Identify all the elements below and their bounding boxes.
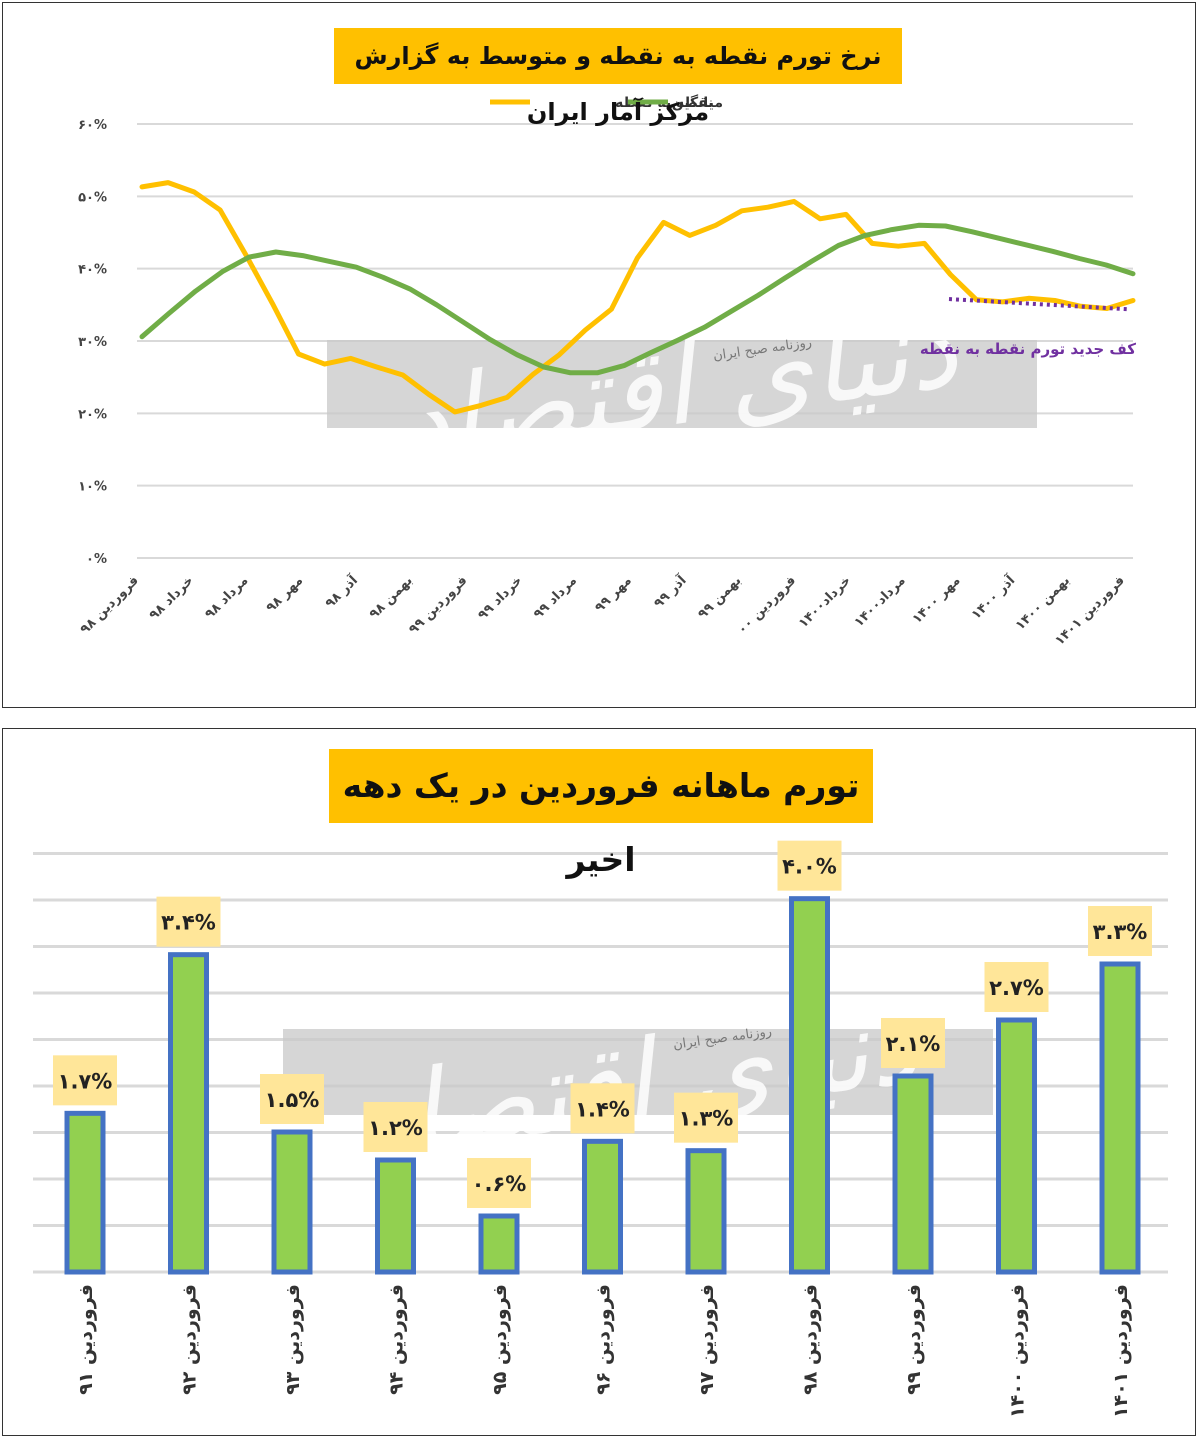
x-tick-label: بهمن ۹۸ xyxy=(367,573,416,622)
data-label: ۱.۴% xyxy=(575,1097,630,1121)
data-label: ۲.۱% xyxy=(886,1032,941,1056)
x-tick-label: مرداد۱۴۰۰ xyxy=(852,573,909,630)
data-label-box xyxy=(467,1158,531,1208)
x-tick-label: فروردین ۹۸ xyxy=(800,1284,822,1395)
x-tick-label: فروردین ۹۹ xyxy=(903,1284,925,1395)
annotation-line xyxy=(948,297,1128,312)
watermark-logo: دنیای اقتصاد xyxy=(351,979,926,1184)
data-label-box xyxy=(777,840,842,891)
x-tick-label: فروردین ۹۵ xyxy=(489,1284,511,1395)
series-line-point-to-point xyxy=(139,180,1136,415)
data-label-box xyxy=(570,1083,635,1134)
watermark-logo: دنیای اقتصاد xyxy=(391,283,966,488)
data-label: ۲.۷% xyxy=(989,976,1044,1000)
bar xyxy=(582,1138,623,1275)
bar xyxy=(375,1157,416,1275)
data-label: ۱.۲% xyxy=(368,1116,423,1140)
watermark-band xyxy=(283,1029,993,1115)
x-tick-label: خرداد ۹۸ xyxy=(147,573,197,623)
legend-label: میانگین xyxy=(672,94,723,111)
x-tick-label: فروردین ۱۴۰۱ xyxy=(1110,1284,1132,1418)
bar xyxy=(64,1110,106,1275)
x-tick-label: بهمن ۹۹ xyxy=(695,573,744,622)
line-chart: ۰%۱۰%۲۰%۳۰%۴۰%۵۰%۶۰%روزنامه صبح ایراندنی… xyxy=(78,94,1137,649)
bar xyxy=(478,1213,520,1275)
data-label: ۱.۷% xyxy=(58,1069,113,1093)
x-tick-label: فروردین ۱۴۰۰ xyxy=(1007,1284,1029,1418)
line-chart-title: نرخ تورم نقطه به نقطه و متوسط به گزارش م… xyxy=(334,28,902,126)
x-tick-label: خرداد۱۴۰۰ xyxy=(796,573,854,631)
y-tick-label: ۵۰% xyxy=(78,190,107,205)
x-tick-label: فروردین ۹۱ xyxy=(75,1284,97,1395)
data-label-box xyxy=(674,1092,738,1143)
x-tick-label: مهر ۱۴۰۰ xyxy=(910,573,964,627)
y-tick-label: ۴۰% xyxy=(78,263,107,278)
data-label: ۱.۵% xyxy=(265,1088,320,1112)
bar xyxy=(168,952,209,1275)
data-label: ۳.۳% xyxy=(1093,920,1148,944)
data-label: ۴.۰% xyxy=(782,855,837,879)
bar xyxy=(1099,961,1141,1275)
annotation-label: کف جدید تورم نقطه به نقطه xyxy=(920,340,1136,358)
data-label-box xyxy=(53,1055,117,1106)
data-label: ۰.۶% xyxy=(472,1172,527,1196)
bar xyxy=(685,1148,727,1275)
x-tick-label: فروردین ۹۸ xyxy=(78,573,142,637)
y-tick-label: ۱۰% xyxy=(78,480,107,495)
x-tick-label: فروردین ۹۴ xyxy=(386,1284,408,1395)
data-label-box xyxy=(363,1102,428,1152)
y-tick-label: ۲۰% xyxy=(78,407,107,422)
x-tick-label: آذر ۹۸ xyxy=(321,571,361,611)
bar-chart-title: تورم ماهانه فروردین در یک دهه اخیر xyxy=(329,749,873,879)
series-line-average xyxy=(139,222,1136,376)
bar xyxy=(892,1073,934,1275)
x-tick-label: فروردین ۹۹ xyxy=(406,573,470,637)
x-tick-label: خرداد ۹۹ xyxy=(475,573,525,623)
y-tick-label: ۳۰% xyxy=(78,335,107,350)
x-tick-label: آذر ۹۹ xyxy=(650,571,690,611)
data-label-box xyxy=(156,896,221,947)
x-tick-label: فروردین ۹۶ xyxy=(593,1284,615,1395)
x-tick-label: مرداد ۹۸ xyxy=(202,573,251,622)
x-tick-label: فروردین ۹۷ xyxy=(696,1284,718,1395)
line-chart-panel: ۰% ۱۰% ۲۰% ۳۰% ۴۰% ۵۰% ۶۰% روزنامه صبح ایران دنی… xyxy=(2,2,1196,708)
bar xyxy=(789,896,830,1275)
y-tick-label: ۶۰% xyxy=(78,118,107,133)
x-tick-label: فروردین ۹۲ xyxy=(179,1284,201,1395)
data-label-box xyxy=(984,962,1049,1012)
y-tick-label: ۰% xyxy=(86,552,107,567)
x-tick-label: مهر ۹۸ xyxy=(264,573,307,616)
bar xyxy=(271,1129,313,1275)
data-label: ۱.۳% xyxy=(679,1107,734,1131)
data-label: ۳.۴% xyxy=(161,911,216,935)
x-tick-label: فروردین ۹۳ xyxy=(282,1284,304,1395)
data-label-box xyxy=(260,1074,324,1124)
x-tick-label: مرداد ۹۹ xyxy=(531,573,580,622)
watermark-band xyxy=(327,340,1037,428)
data-label-box xyxy=(881,1018,945,1068)
x-tick-label: فروردین ۰۰ xyxy=(735,573,799,637)
bar-chart-panel: روزنامه صبح ایران دنیای اقتصاد ۱.۷% فروردین… xyxy=(2,728,1196,1436)
x-tick-label: مهر ۹۹ xyxy=(592,573,635,616)
x-tick-label: آذر ۱۴۰۰ xyxy=(967,571,1018,622)
bar xyxy=(996,1017,1037,1275)
data-label-box xyxy=(1088,906,1152,956)
x-tick-label: بهمن ۱۴۰۰ xyxy=(1013,573,1073,633)
